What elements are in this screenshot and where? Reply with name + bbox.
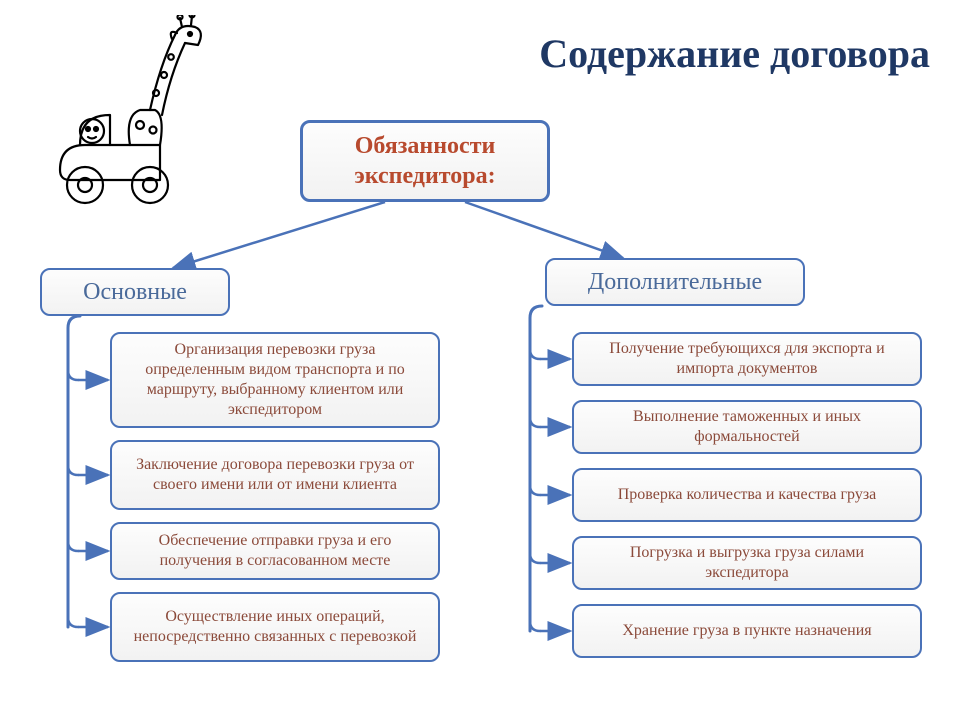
- leaf-label: Получение требующихся для экспорта и имп…: [588, 339, 906, 379]
- branch-main: Основные: [40, 268, 230, 316]
- leaf-label: Проверка количества и качества груза: [618, 485, 877, 505]
- leaf-label: Заключение договора перевозки груза от с…: [126, 455, 424, 495]
- root-node: Обязанности экспедитора:: [300, 120, 550, 202]
- leaf-label: Погрузка и выгрузка груза силами экспеди…: [588, 543, 906, 583]
- leaf-label: Осуществление иных операций, непосредств…: [126, 607, 424, 647]
- leaf-additional-2: Проверка количества и качества груза: [572, 468, 922, 522]
- leaf-label: Организация перевозки груза определенным…: [126, 340, 424, 420]
- giraffe-in-truck-icon: [40, 15, 220, 215]
- branch-additional-label: Дополнительные: [588, 267, 762, 297]
- leaf-main-0: Организация перевозки груза определенным…: [110, 332, 440, 428]
- leaf-label: Выполнение таможенных и иных формальност…: [588, 407, 906, 447]
- leaf-main-3: Осуществление иных операций, непосредств…: [110, 592, 440, 662]
- branch-additional: Дополнительные: [545, 258, 805, 306]
- root-label: Обязанности экспедитора:: [317, 131, 533, 191]
- leaf-main-2: Обеспечение отправки груза и его получен…: [110, 522, 440, 580]
- leaf-label: Хранение груза в пункте назначения: [622, 621, 871, 641]
- branch-main-label: Основные: [83, 277, 187, 307]
- leaf-additional-0: Получение требующихся для экспорта и имп…: [572, 332, 922, 386]
- leaf-additional-1: Выполнение таможенных и иных формальност…: [572, 400, 922, 454]
- leaf-label: Обеспечение отправки груза и его получен…: [126, 531, 424, 571]
- leaf-main-1: Заключение договора перевозки груза от с…: [110, 440, 440, 510]
- page-title: Содержание договора: [539, 30, 930, 77]
- leaf-additional-4: Хранение груза в пункте назначения: [572, 604, 922, 658]
- leaf-additional-3: Погрузка и выгрузка груза силами экспеди…: [572, 536, 922, 590]
